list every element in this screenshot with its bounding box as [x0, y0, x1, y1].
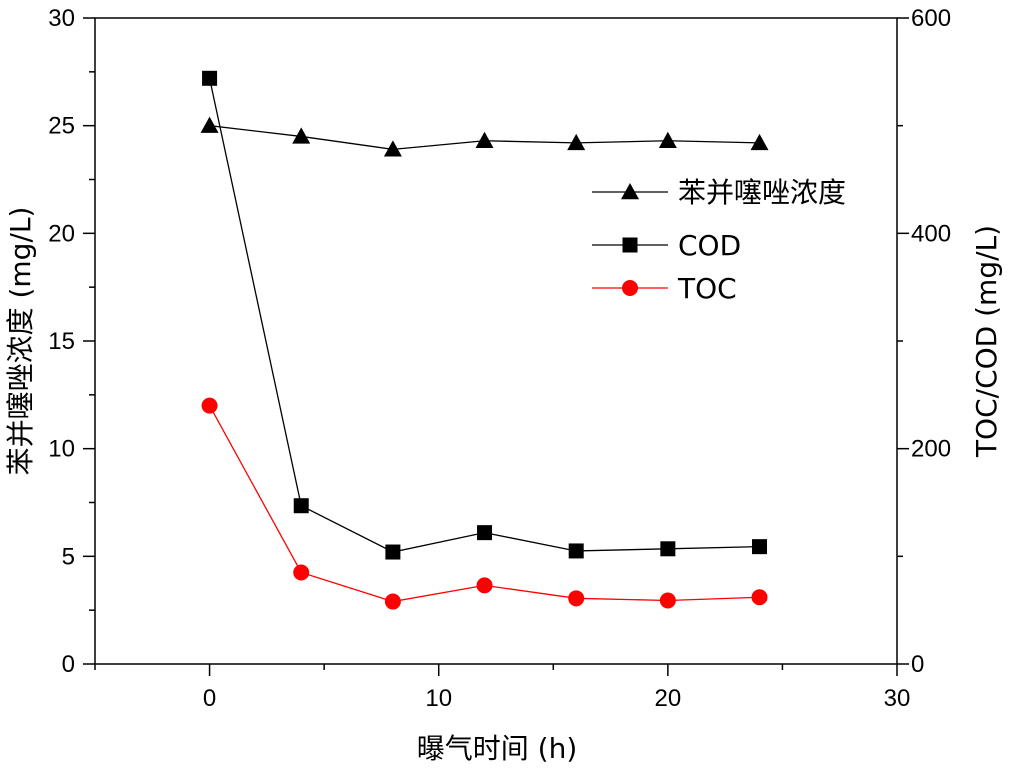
legend-marker — [622, 237, 638, 253]
data-point — [477, 525, 493, 541]
legend-entry-1: COD — [592, 229, 741, 262]
series-line — [208, 78, 760, 553]
legend-entry-0: 苯并噻唑浓度 — [592, 176, 846, 209]
y-right-tick-label: 600 — [911, 5, 951, 32]
x-tick-label: 0 — [203, 685, 216, 712]
y-left-tick-label: 15 — [48, 328, 75, 355]
series-1 — [202, 70, 768, 560]
data-point — [292, 127, 311, 144]
x-tick-label: 20 — [655, 685, 682, 712]
data-point — [568, 543, 584, 559]
data-point — [476, 577, 493, 594]
data-point — [475, 131, 494, 148]
plot-border — [94, 17, 898, 665]
data-point — [568, 590, 585, 607]
y-right-axis-ticks: 0 200 400 600 — [897, 5, 951, 678]
legend-entry-2: TOC — [592, 272, 737, 305]
plot-frame — [94, 17, 898, 665]
y-left-tick-label: 30 — [48, 5, 75, 32]
y-right-axis-title: TOC/COD (mg/L) — [970, 225, 1003, 458]
x-axis-ticks: 0 10 20 30 — [94, 664, 911, 712]
data-point — [750, 133, 769, 151]
legend-label: COD — [678, 229, 741, 262]
y-left-tick-label: 10 — [48, 436, 75, 463]
data-point — [293, 564, 310, 581]
y-left-tick-label: 0 — [62, 651, 75, 678]
y-right-tick-label: 400 — [911, 220, 951, 247]
x-tick-label: 10 — [425, 685, 452, 712]
y-left-axis-title: 苯并噻唑浓度 (mg/L) — [4, 207, 37, 476]
data-point — [659, 592, 676, 609]
legend-label: TOC — [677, 272, 737, 305]
data-point — [660, 541, 676, 557]
data-point — [293, 498, 309, 514]
data-point — [385, 544, 401, 560]
series-line — [209, 405, 760, 603]
data-point — [752, 539, 768, 555]
series-0 — [200, 116, 769, 157]
y-right-tick-label: 200 — [911, 436, 951, 463]
x-axis-title: 曝气时间 (h) — [417, 732, 578, 765]
y-left-tick-label: 25 — [48, 113, 75, 140]
data-point — [384, 593, 401, 610]
series-2 — [201, 397, 768, 610]
y-left-tick-label: 5 — [62, 543, 75, 570]
data-point — [202, 70, 218, 86]
series-layer — [200, 70, 769, 610]
y-right-tick-label: 0 — [911, 651, 924, 678]
data-point — [751, 589, 768, 606]
legend-marker — [621, 183, 639, 200]
y-left-tick-label: 20 — [48, 220, 75, 247]
x-tick-label: 30 — [884, 685, 911, 712]
legend-label: 苯并噻唑浓度 — [678, 176, 846, 209]
data-point — [201, 397, 218, 414]
data-point — [658, 131, 677, 148]
data-point — [200, 116, 219, 133]
legend: 苯并噻唑浓度 COD TOC — [592, 176, 846, 305]
data-point — [383, 140, 402, 157]
data-point — [567, 133, 586, 151]
y-left-axis-ticks: 0 5 10 15 20 25 30 — [48, 5, 95, 678]
legend-marker — [622, 280, 638, 296]
